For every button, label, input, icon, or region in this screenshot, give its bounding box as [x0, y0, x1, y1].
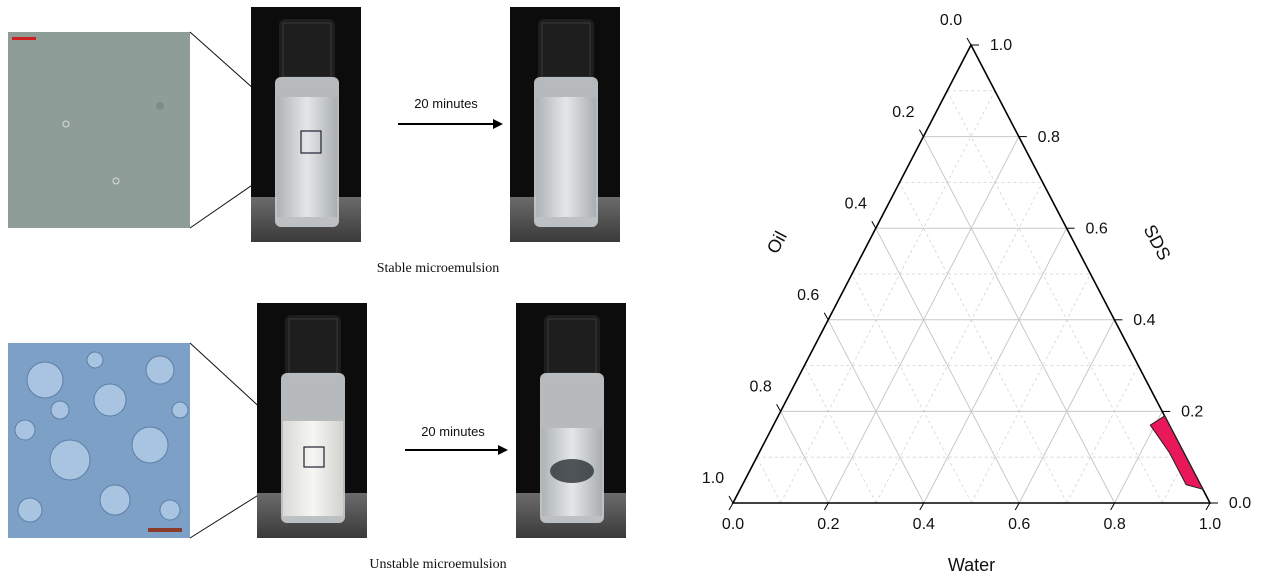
vial-photo [515, 302, 627, 539]
grid-line [875, 227, 1020, 504]
water-tick-label: 0.4 [913, 516, 935, 533]
arrow-label: 20 minutes [414, 96, 478, 111]
oil-tick-label: 0.2 [892, 104, 914, 121]
arrow-label: 20 minutes [421, 424, 485, 439]
grid-line [946, 90, 1163, 504]
oil-tick-label: 1.0 [702, 470, 724, 487]
grid-line [875, 182, 1044, 504]
oil-tick-label: 0.8 [749, 379, 771, 396]
sds-tick-label: 0.4 [1133, 312, 1155, 329]
vial-photo [256, 302, 368, 539]
sds-tick-label: 0.6 [1085, 220, 1107, 237]
scale-bar [148, 528, 182, 532]
sds-tick-label: 0.8 [1038, 129, 1060, 146]
grid-line [804, 365, 877, 504]
tick-mark [1110, 502, 1116, 511]
sds-tick-label: 0.2 [1181, 404, 1203, 421]
water-tick-label: 1.0 [1199, 516, 1221, 533]
grid-line [971, 273, 1091, 504]
oil-tick-label: 0.4 [845, 195, 867, 212]
axis-title: SDS [1140, 221, 1175, 263]
ternary-chart: 0.0 0.2 0.4 0.6 0.8 1.0 0.0 0.2 0.4 0.6 0.8 1.0 0.0 0… [702, 12, 1251, 575]
axis-title: Water [948, 555, 995, 575]
droplet [156, 102, 164, 110]
droplets [14, 351, 189, 523]
vial-photo [250, 6, 362, 243]
arrow-head [498, 445, 508, 455]
droplet [62, 120, 70, 128]
region [1149, 415, 1204, 491]
scale-bar [12, 37, 36, 40]
tick-mark [966, 37, 972, 46]
tick-mark [1014, 502, 1020, 511]
vial-photo [509, 6, 621, 243]
caption: Stable microemulsion [377, 261, 499, 276]
grid-line [899, 182, 1068, 504]
caption: Unstable microemulsion [369, 557, 506, 572]
oil-tick-label: 0.6 [797, 287, 819, 304]
tick-mark [728, 502, 734, 511]
tick-mark [823, 312, 829, 321]
grid-line [827, 319, 925, 504]
triangle-frame [731, 43, 1212, 504]
tick-mark [823, 502, 829, 511]
grid-line [780, 411, 829, 504]
micrograph [8, 32, 190, 228]
tick-mark [918, 129, 924, 137]
tick-mark [728, 495, 734, 504]
tick-mark [919, 502, 925, 511]
arrow-head [493, 119, 503, 129]
grid-line [756, 457, 782, 504]
droplet [112, 177, 120, 185]
water-tick-label: 0.2 [817, 516, 839, 533]
tick-mark [871, 220, 877, 229]
oil-tick-label: 0.0 [940, 12, 962, 29]
sds-tick-label: 0.0 [1229, 495, 1251, 512]
water-tick-label: 0.6 [1008, 516, 1030, 533]
tick-mark [1205, 502, 1211, 511]
grid-line [1018, 319, 1115, 504]
water-tick-label: 0.0 [722, 516, 744, 533]
sds-tick-label: 1.0 [990, 37, 1012, 54]
water-tick-label: 0.8 [1103, 516, 1125, 533]
grid-line [923, 227, 1068, 504]
grid-line [851, 273, 972, 504]
tick-mark [776, 404, 782, 412]
grid-line [1066, 365, 1139, 504]
axis-title: Oil [763, 228, 791, 257]
